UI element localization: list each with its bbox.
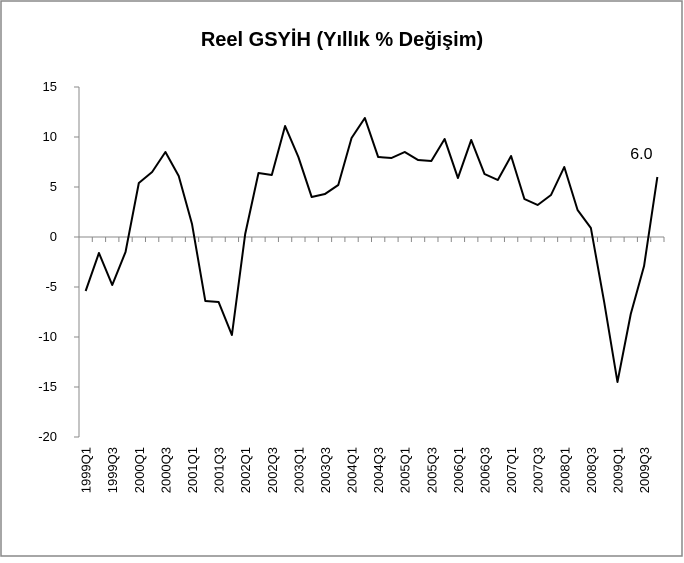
x-tick-label: 2006Q1 bbox=[451, 447, 466, 493]
x-tick-label: 2008Q1 bbox=[557, 447, 572, 493]
chart-title: Reel GSYİH (Yıllık % Değişim) bbox=[201, 28, 483, 51]
y-tick-label: -10 bbox=[38, 329, 57, 344]
x-tick-label: 2004Q3 bbox=[371, 447, 386, 493]
data-line bbox=[84, 117, 659, 383]
x-tick-label: 2009Q3 bbox=[637, 447, 652, 493]
x-tick-label: 2007Q3 bbox=[531, 447, 546, 493]
x-tick-label: 2007Q1 bbox=[504, 447, 519, 493]
x-tick-label: 2005Q3 bbox=[424, 447, 439, 493]
x-tick-label: 2006Q3 bbox=[478, 447, 493, 493]
value-label: 6.0 bbox=[630, 146, 652, 163]
x-tick-label: 2008Q3 bbox=[584, 447, 599, 493]
x-tick-label: 2002Q1 bbox=[238, 447, 253, 493]
x-tick-label: 2000Q1 bbox=[132, 447, 147, 493]
x-tick-label: 2009Q1 bbox=[610, 447, 625, 493]
x-tick-label: 2003Q3 bbox=[318, 447, 333, 493]
x-tick-label: 2000Q3 bbox=[158, 447, 173, 493]
x-tick-label: 1999Q3 bbox=[105, 447, 120, 493]
y-tick-label: 5 bbox=[50, 179, 57, 194]
y-tick-label: 10 bbox=[43, 129, 57, 144]
x-tick-label: 2001Q3 bbox=[212, 447, 227, 493]
x-tick-label: 2002Q3 bbox=[265, 447, 280, 493]
x-tick-label: 1999Q1 bbox=[79, 447, 94, 493]
y-tick-label: 0 bbox=[50, 229, 57, 244]
x-tick-label: 2005Q1 bbox=[398, 447, 413, 493]
x-tick-label: 2003Q1 bbox=[291, 447, 306, 493]
x-tick-label: 2001Q1 bbox=[185, 447, 200, 493]
y-tick-label: -20 bbox=[38, 429, 57, 444]
y-tick-label: 15 bbox=[43, 79, 57, 94]
y-tick-label: -5 bbox=[45, 279, 57, 294]
x-tick-label: 2004Q1 bbox=[345, 447, 360, 493]
y-tick-label: -15 bbox=[38, 379, 57, 394]
